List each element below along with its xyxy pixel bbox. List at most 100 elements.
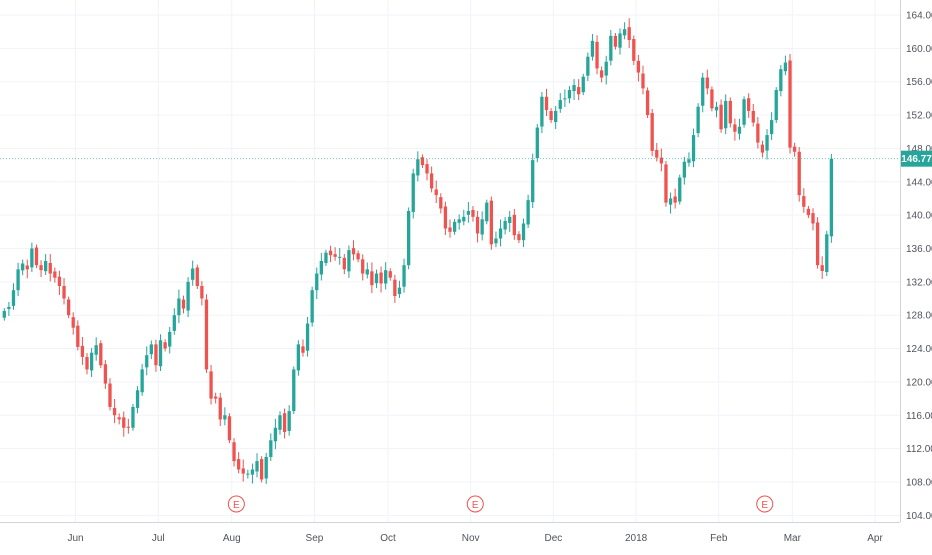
- candle-body: [301, 346, 305, 353]
- y-tick-label: 132.00: [906, 277, 932, 288]
- x-tick-label: Jun: [67, 533, 83, 544]
- candle-body: [342, 257, 346, 270]
- y-tick-label: 136.00: [906, 244, 932, 255]
- candle-body: [397, 287, 402, 295]
- candle-body: [728, 100, 732, 124]
- candle-body: [618, 33, 622, 48]
- candle-body: [80, 345, 85, 357]
- candle-body: [774, 90, 778, 121]
- candle-body: [172, 315, 176, 331]
- earnings-marker-circle: [466, 495, 484, 513]
- candle-body: [30, 248, 34, 268]
- candle-body: [34, 247, 39, 266]
- candle-body: [457, 219, 461, 223]
- candle-body: [811, 213, 815, 224]
- candle-body: [227, 416, 232, 441]
- candle-body: [108, 383, 112, 407]
- candle-body: [209, 371, 213, 399]
- candle-body: [154, 344, 158, 366]
- candle-body: [737, 126, 742, 134]
- candle-body: [714, 106, 719, 111]
- candle-body: [21, 263, 25, 271]
- candle-body: [498, 228, 503, 239]
- candle-body: [287, 411, 291, 431]
- candle-body: [719, 104, 723, 130]
- candle-body: [443, 206, 448, 229]
- y-tick-label: 140.00: [906, 211, 932, 222]
- candle-body: [71, 317, 75, 328]
- candle-body: [310, 290, 314, 323]
- candle-body: [269, 440, 273, 457]
- candle-body: [356, 253, 360, 260]
- candle-body: [783, 62, 788, 72]
- candle-body: [512, 214, 516, 236]
- candle-body: [664, 164, 668, 203]
- candle-body: [278, 415, 282, 430]
- candle-body: [563, 98, 567, 100]
- candle-body: [632, 39, 636, 61]
- earnings-marker-label: E: [761, 500, 768, 511]
- candle-body: [135, 390, 140, 408]
- candle-body: [48, 263, 52, 274]
- candle-body: [815, 222, 820, 266]
- candle-body: [347, 250, 351, 272]
- y-tick-label: 164.00: [906, 11, 932, 22]
- candle-body: [480, 219, 484, 235]
- x-tick-label: 2018: [625, 533, 648, 544]
- candle-body: [751, 110, 755, 123]
- candle-body: [163, 342, 167, 349]
- x-tick-label: Apr: [867, 533, 883, 544]
- candle-body: [475, 216, 480, 234]
- candle-body: [370, 271, 374, 286]
- candle-body: [577, 87, 581, 95]
- candle-body: [62, 286, 66, 299]
- candle-body: [420, 157, 425, 166]
- candle-body: [158, 340, 163, 367]
- candle-body: [724, 100, 728, 129]
- candle-body: [508, 216, 512, 223]
- x-tick-label: Mar: [784, 533, 802, 544]
- candle-body: [204, 299, 209, 370]
- candle-body: [494, 238, 498, 244]
- candle-body: [517, 234, 521, 241]
- candle-body: [659, 157, 664, 164]
- candle-body: [57, 276, 62, 287]
- candle-body: [466, 210, 471, 215]
- candle-body: [806, 208, 811, 216]
- candle-body: [379, 272, 383, 284]
- candle-body: [829, 158, 834, 237]
- candle-body: [452, 221, 457, 232]
- candle-body: [595, 41, 599, 69]
- candle-body: [558, 100, 562, 109]
- earnings-marker-label: E: [233, 500, 240, 511]
- candle-body: [181, 299, 186, 309]
- candle-body: [16, 269, 20, 291]
- candle-body: [140, 369, 144, 393]
- candle-body: [673, 196, 677, 203]
- candle-body: [581, 76, 585, 93]
- candle-body: [305, 323, 310, 351]
- candle-body: [328, 250, 333, 256]
- candle-body: [250, 469, 255, 475]
- candle-body: [526, 200, 530, 225]
- candle-body: [255, 461, 259, 472]
- candle-body: [788, 60, 792, 148]
- candle-body: [11, 290, 16, 306]
- earnings-marker-circle: [227, 495, 245, 513]
- candle-body: [503, 220, 507, 230]
- candle-body: [122, 417, 126, 428]
- candle-body: [195, 267, 199, 287]
- candle-body: [145, 355, 149, 368]
- x-tick-label: Feb: [710, 533, 728, 544]
- candle-body: [627, 27, 631, 41]
- candles: [2, 18, 834, 484]
- candle-body: [792, 146, 797, 152]
- candle-body: [388, 271, 392, 278]
- candle-body: [682, 161, 686, 178]
- candle-body: [429, 173, 434, 189]
- y-tick-label: 104.00: [906, 511, 932, 522]
- candle-body: [462, 216, 466, 222]
- candle-body: [292, 369, 296, 412]
